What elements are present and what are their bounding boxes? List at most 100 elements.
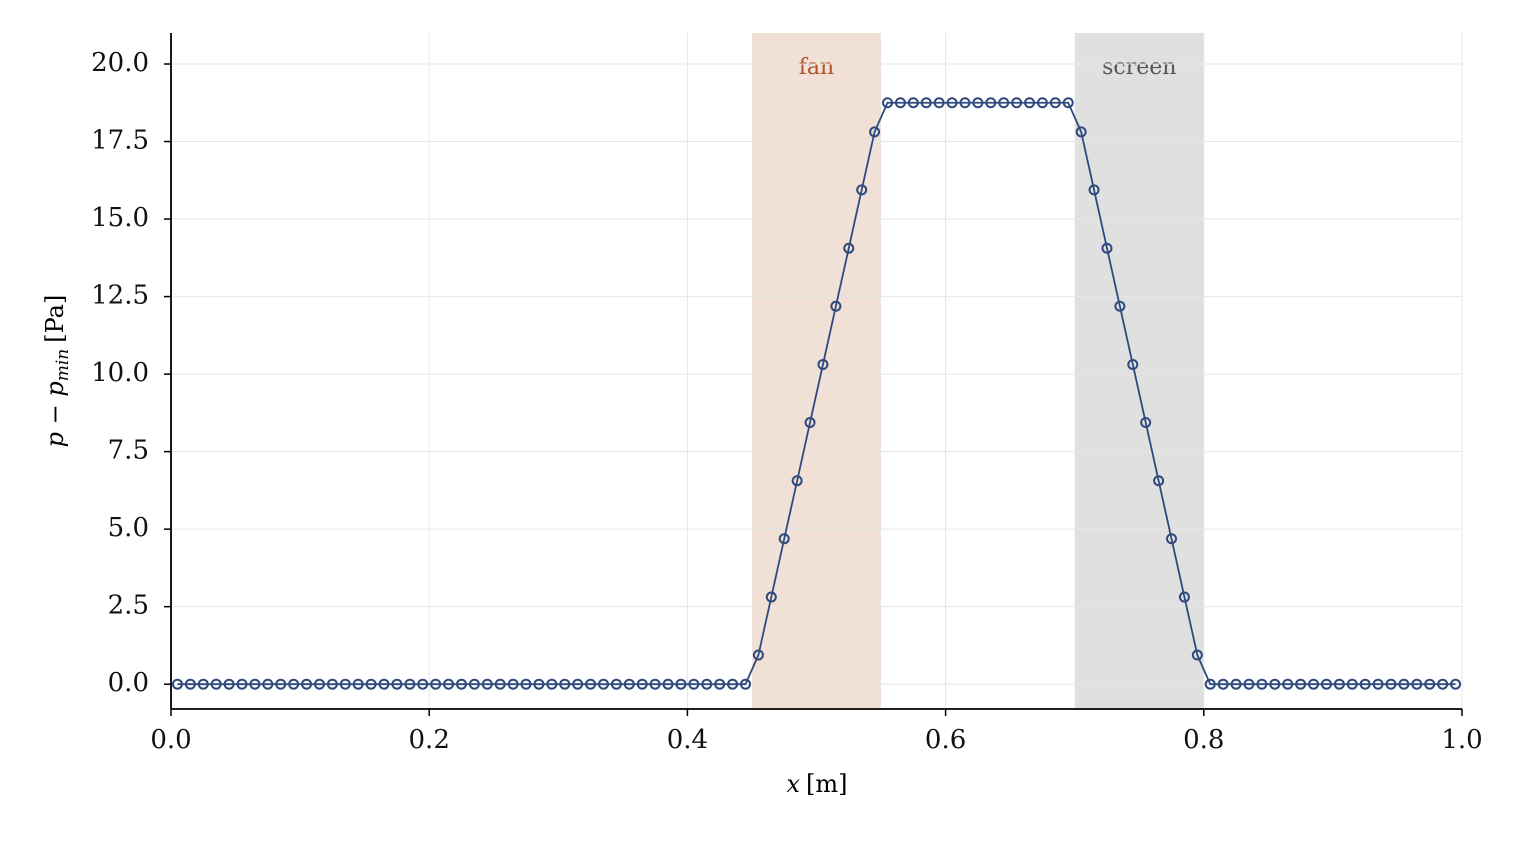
region — [751, 33, 882, 709]
region-label: fan — [799, 55, 834, 80]
data-point — [972, 97, 984, 109]
data-point — [830, 300, 842, 312]
data-point — [610, 678, 622, 690]
data-point — [804, 416, 816, 428]
data-point — [1295, 678, 1307, 690]
data-point — [365, 678, 377, 690]
data-point — [1243, 678, 1255, 690]
data-line — [177, 101, 1456, 686]
x-tick-label: 0.4 — [667, 725, 708, 755]
data-point — [533, 678, 545, 690]
data-point — [714, 678, 726, 690]
data-point — [1346, 678, 1358, 690]
y-tick-label: 0.0 — [108, 668, 149, 698]
data-point — [326, 678, 338, 690]
data-point — [1011, 97, 1023, 109]
x-tick-label: 0.0 — [150, 725, 191, 755]
x-label-var: x — [786, 770, 800, 798]
data-point — [352, 678, 364, 690]
data-point — [597, 678, 609, 690]
data-point — [455, 678, 467, 690]
data-point — [301, 678, 313, 690]
regions: fan screen — [751, 33, 1204, 709]
data-point — [559, 678, 571, 690]
data-point — [481, 678, 493, 690]
x-tick-label: 0.2 — [409, 725, 450, 755]
data-point — [894, 97, 906, 109]
data-point — [1036, 97, 1048, 109]
data-point — [1114, 300, 1126, 312]
data-point — [223, 678, 235, 690]
y-label-sub: min — [53, 349, 73, 382]
data-point — [197, 678, 209, 690]
data-point — [1217, 678, 1229, 690]
data-point — [520, 678, 532, 690]
data-point — [701, 678, 713, 690]
data-point — [1269, 678, 1281, 690]
data-point — [636, 678, 648, 690]
data-point — [1049, 97, 1061, 109]
y-tick-label: 20.0 — [91, 48, 149, 78]
data-point — [262, 678, 274, 690]
data-point — [623, 678, 635, 690]
data-point — [1062, 97, 1074, 109]
data-point — [275, 678, 287, 690]
data-point — [1153, 475, 1165, 487]
data-point — [765, 591, 777, 603]
data-point — [171, 678, 183, 690]
data-point — [1320, 678, 1332, 690]
data-point — [1204, 678, 1216, 690]
data-point — [946, 97, 958, 109]
data-point — [1437, 678, 1449, 690]
data-point — [468, 678, 480, 690]
data-point — [378, 678, 390, 690]
x-tick-label: 1.0 — [1441, 725, 1482, 755]
data-point — [856, 184, 868, 196]
data-point — [443, 678, 455, 690]
data-point — [210, 678, 222, 690]
x-tick-label: 0.6 — [925, 725, 966, 755]
data-point — [1088, 184, 1100, 196]
data-point — [1450, 678, 1462, 690]
data-point — [339, 678, 351, 690]
data-point — [494, 678, 506, 690]
x-label-unit: [m] — [806, 770, 847, 798]
data-point — [236, 678, 248, 690]
data-point — [546, 678, 558, 690]
data-point — [1282, 678, 1294, 690]
data-point — [585, 678, 597, 690]
data-point — [1359, 678, 1371, 690]
data-point — [313, 678, 325, 690]
region — [1074, 33, 1204, 709]
y-tick-label: 12.5 — [91, 281, 149, 311]
plot — [171, 97, 1462, 690]
x-tick-label: 0.8 — [1183, 725, 1224, 755]
data-point — [1372, 678, 1384, 690]
data-point — [882, 97, 894, 109]
data-point — [688, 678, 700, 690]
data-point — [1385, 678, 1397, 690]
data-point — [1178, 591, 1190, 603]
data-point — [249, 678, 261, 690]
data-point — [998, 97, 1010, 109]
y-tick-label: 17.5 — [91, 126, 149, 156]
data-point — [920, 97, 932, 109]
y-label-unit: [Pa] — [41, 295, 69, 343]
data-point — [1424, 678, 1436, 690]
data-point — [1230, 678, 1242, 690]
data-point — [662, 678, 674, 690]
data-point — [1308, 678, 1320, 690]
data-point — [1127, 358, 1139, 370]
data-point — [869, 126, 881, 138]
data-point — [1075, 126, 1087, 138]
y-tick-label: 15.0 — [91, 203, 149, 233]
data-point — [1191, 649, 1203, 661]
data-point — [1166, 533, 1178, 545]
data-point — [288, 678, 300, 690]
data-point — [778, 533, 790, 545]
data-point — [391, 678, 403, 690]
y-axis-label: p − pmin [Pa] — [41, 295, 73, 448]
data-point — [417, 678, 429, 690]
data-point — [791, 475, 803, 487]
